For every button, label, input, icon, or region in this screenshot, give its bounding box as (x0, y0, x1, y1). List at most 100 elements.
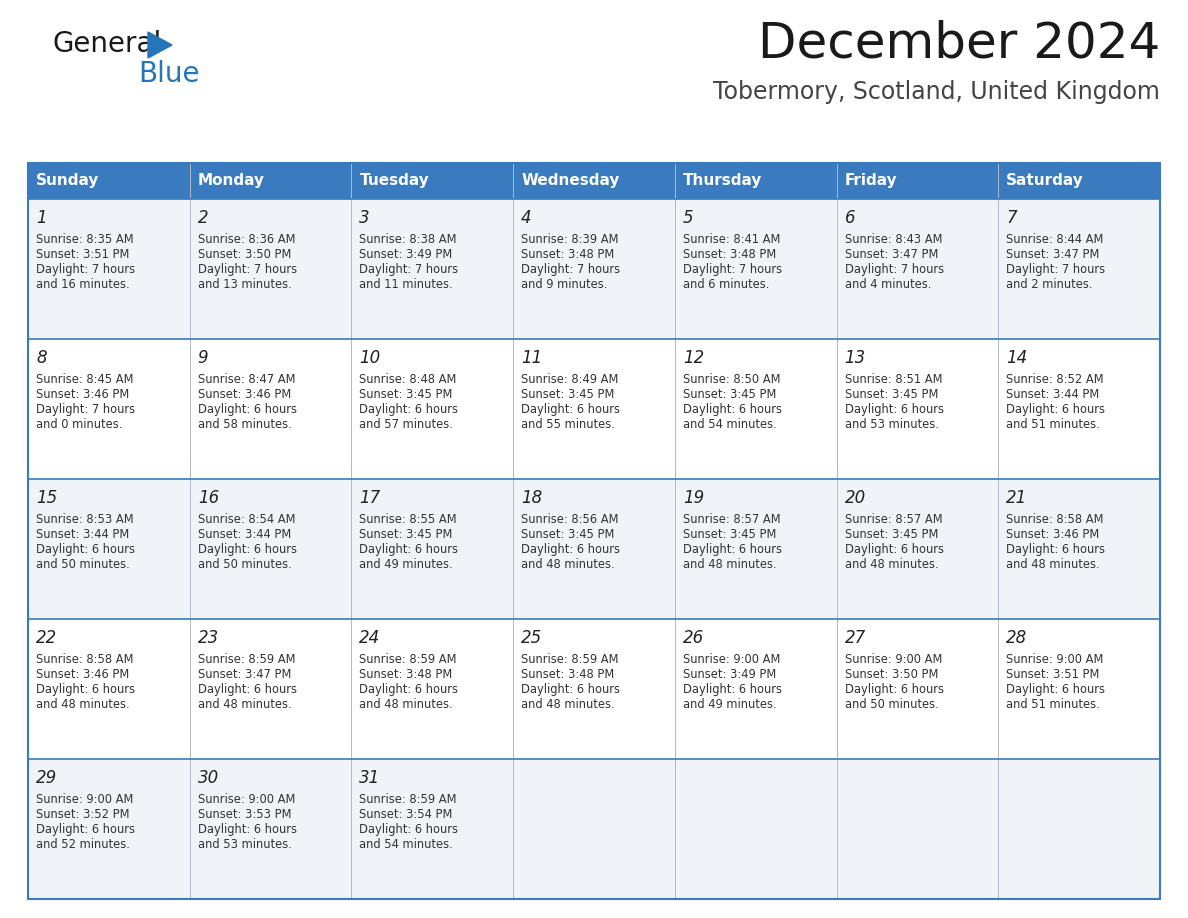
Text: 16: 16 (197, 489, 219, 507)
Bar (29, 199, 1159, 339)
Text: Sunrise: 8:47 AM: Sunrise: 8:47 AM (197, 373, 295, 386)
Text: Sunset: 3:48 PM: Sunset: 3:48 PM (683, 248, 776, 261)
Text: Sunrise: 8:55 AM: Sunrise: 8:55 AM (360, 513, 457, 526)
Text: and 11 minutes.: and 11 minutes. (360, 278, 453, 291)
Text: Daylight: 6 hours: Daylight: 6 hours (522, 543, 620, 556)
Text: Sunset: 3:45 PM: Sunset: 3:45 PM (360, 388, 453, 401)
Text: 15: 15 (36, 489, 57, 507)
Text: 22: 22 (36, 629, 57, 647)
Text: Sunday: Sunday (36, 174, 100, 188)
Text: and 49 minutes.: and 49 minutes. (360, 558, 453, 571)
Text: 29: 29 (36, 769, 57, 787)
Text: Daylight: 6 hours: Daylight: 6 hours (683, 683, 782, 696)
Text: 20: 20 (845, 489, 866, 507)
Text: and 53 minutes.: and 53 minutes. (845, 418, 939, 431)
Text: and 48 minutes.: and 48 minutes. (36, 698, 129, 711)
Text: Sunset: 3:45 PM: Sunset: 3:45 PM (845, 528, 939, 541)
Text: 28: 28 (1006, 629, 1028, 647)
Text: Sunset: 3:47 PM: Sunset: 3:47 PM (845, 248, 939, 261)
Text: 5: 5 (683, 209, 694, 227)
Text: Sunrise: 8:48 AM: Sunrise: 8:48 AM (360, 373, 457, 386)
Text: Sunrise: 8:59 AM: Sunrise: 8:59 AM (522, 653, 619, 666)
Text: December 2024: December 2024 (758, 20, 1159, 68)
Text: Friday: Friday (845, 174, 897, 188)
Bar (29, 163, 1159, 899)
Text: Daylight: 7 hours: Daylight: 7 hours (683, 263, 782, 276)
Text: Daylight: 6 hours: Daylight: 6 hours (197, 823, 297, 836)
Text: Daylight: 6 hours: Daylight: 6 hours (1006, 683, 1105, 696)
Text: Sunrise: 8:38 AM: Sunrise: 8:38 AM (360, 233, 457, 246)
Text: 30: 30 (197, 769, 219, 787)
Text: Wednesday: Wednesday (522, 174, 619, 188)
Text: Sunrise: 8:49 AM: Sunrise: 8:49 AM (522, 373, 619, 386)
Text: 8: 8 (36, 349, 46, 367)
Text: 24: 24 (360, 629, 380, 647)
Text: Daylight: 7 hours: Daylight: 7 hours (522, 263, 620, 276)
Text: and 2 minutes.: and 2 minutes. (1006, 278, 1093, 291)
Text: and 58 minutes.: and 58 minutes. (197, 418, 291, 431)
Text: and 48 minutes.: and 48 minutes. (845, 558, 939, 571)
Text: and 13 minutes.: and 13 minutes. (197, 278, 291, 291)
Text: and 50 minutes.: and 50 minutes. (197, 558, 291, 571)
Text: Sunset: 3:47 PM: Sunset: 3:47 PM (1006, 248, 1100, 261)
Text: Sunset: 3:45 PM: Sunset: 3:45 PM (683, 528, 776, 541)
Text: Daylight: 6 hours: Daylight: 6 hours (845, 403, 943, 416)
Text: 27: 27 (845, 629, 866, 647)
Text: 25: 25 (522, 629, 543, 647)
Text: Sunset: 3:49 PM: Sunset: 3:49 PM (683, 668, 776, 681)
Text: and 54 minutes.: and 54 minutes. (683, 418, 777, 431)
Text: Sunset: 3:47 PM: Sunset: 3:47 PM (197, 668, 291, 681)
Text: Sunset: 3:50 PM: Sunset: 3:50 PM (845, 668, 939, 681)
Text: 26: 26 (683, 629, 704, 647)
Bar (29, 163, 1159, 199)
Text: Sunset: 3:49 PM: Sunset: 3:49 PM (360, 248, 453, 261)
Text: 4: 4 (522, 209, 532, 227)
Text: 12: 12 (683, 349, 704, 367)
Text: Daylight: 7 hours: Daylight: 7 hours (36, 403, 135, 416)
Text: Sunrise: 8:43 AM: Sunrise: 8:43 AM (845, 233, 942, 246)
Text: Sunrise: 9:00 AM: Sunrise: 9:00 AM (36, 793, 133, 806)
Text: Sunrise: 8:51 AM: Sunrise: 8:51 AM (845, 373, 942, 386)
Text: Sunrise: 8:59 AM: Sunrise: 8:59 AM (197, 653, 295, 666)
Text: Daylight: 6 hours: Daylight: 6 hours (360, 403, 459, 416)
Text: Sunrise: 8:58 AM: Sunrise: 8:58 AM (36, 653, 133, 666)
Text: Daylight: 6 hours: Daylight: 6 hours (36, 683, 135, 696)
Text: and 4 minutes.: and 4 minutes. (845, 278, 931, 291)
Text: Sunset: 3:51 PM: Sunset: 3:51 PM (36, 248, 129, 261)
Text: 10: 10 (360, 349, 380, 367)
Text: Sunrise: 8:50 AM: Sunrise: 8:50 AM (683, 373, 781, 386)
Text: and 6 minutes.: and 6 minutes. (683, 278, 770, 291)
Text: Sunrise: 9:00 AM: Sunrise: 9:00 AM (1006, 653, 1104, 666)
Text: Daylight: 6 hours: Daylight: 6 hours (522, 683, 620, 696)
Text: and 57 minutes.: and 57 minutes. (360, 418, 454, 431)
Polygon shape (148, 32, 172, 58)
Text: Sunset: 3:48 PM: Sunset: 3:48 PM (522, 248, 614, 261)
Text: Daylight: 6 hours: Daylight: 6 hours (683, 543, 782, 556)
Text: 7: 7 (1006, 209, 1017, 227)
Text: and 51 minutes.: and 51 minutes. (1006, 418, 1100, 431)
Text: Sunrise: 9:00 AM: Sunrise: 9:00 AM (197, 793, 295, 806)
Text: Daylight: 6 hours: Daylight: 6 hours (845, 543, 943, 556)
Text: and 54 minutes.: and 54 minutes. (360, 838, 453, 851)
Text: Sunset: 3:46 PM: Sunset: 3:46 PM (36, 388, 129, 401)
Text: 18: 18 (522, 489, 543, 507)
Text: Sunrise: 9:00 AM: Sunrise: 9:00 AM (845, 653, 942, 666)
Text: Sunrise: 8:58 AM: Sunrise: 8:58 AM (1006, 513, 1104, 526)
Text: Daylight: 6 hours: Daylight: 6 hours (1006, 403, 1105, 416)
Text: Daylight: 6 hours: Daylight: 6 hours (845, 683, 943, 696)
Text: Sunset: 3:51 PM: Sunset: 3:51 PM (1006, 668, 1100, 681)
Text: and 48 minutes.: and 48 minutes. (522, 698, 614, 711)
Bar (29, 479, 1159, 619)
Text: Daylight: 6 hours: Daylight: 6 hours (197, 683, 297, 696)
Text: and 53 minutes.: and 53 minutes. (197, 838, 291, 851)
Text: Daylight: 6 hours: Daylight: 6 hours (36, 543, 135, 556)
Text: Sunset: 3:46 PM: Sunset: 3:46 PM (197, 388, 291, 401)
Text: Monday: Monday (197, 174, 265, 188)
Bar (29, 619, 1159, 759)
Text: Sunset: 3:53 PM: Sunset: 3:53 PM (197, 808, 291, 821)
Text: Sunset: 3:45 PM: Sunset: 3:45 PM (522, 528, 614, 541)
Text: Daylight: 6 hours: Daylight: 6 hours (197, 403, 297, 416)
Text: 3: 3 (360, 209, 369, 227)
Text: Sunrise: 9:00 AM: Sunrise: 9:00 AM (683, 653, 781, 666)
Text: 9: 9 (197, 349, 208, 367)
